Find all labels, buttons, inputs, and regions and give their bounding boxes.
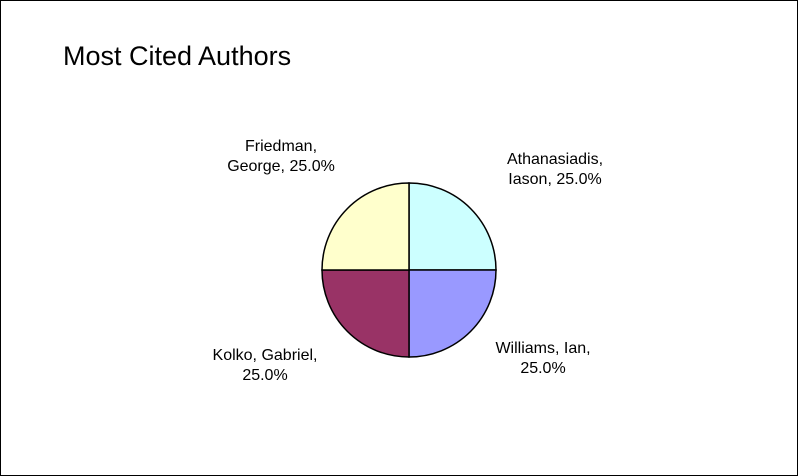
pie-label-athanasiadis-iason: Athanasiadis, Iason, 25.0% xyxy=(507,151,603,188)
pie-labels: Athanasiadis, Iason, 25.0% Williams, Ian, 2… xyxy=(213,138,604,384)
pie-label-kolko-gabriel: Kolko, Gabriel, 25.0% xyxy=(213,347,318,384)
pie-slice-athanasiadis-iason xyxy=(408,182,497,271)
pie-slices xyxy=(321,182,497,358)
pie-label-friedman-george: Friedman, George, 25.0% xyxy=(227,138,335,175)
pie-slice-friedman-george xyxy=(321,182,410,271)
pie-slice-williams-ian xyxy=(408,269,497,358)
pie-slice-kolko-gabriel xyxy=(321,269,410,358)
chart-title: Most Cited Authors xyxy=(63,41,292,71)
pie-label-williams-ian: Williams, Ian, 25.0% xyxy=(495,340,590,377)
